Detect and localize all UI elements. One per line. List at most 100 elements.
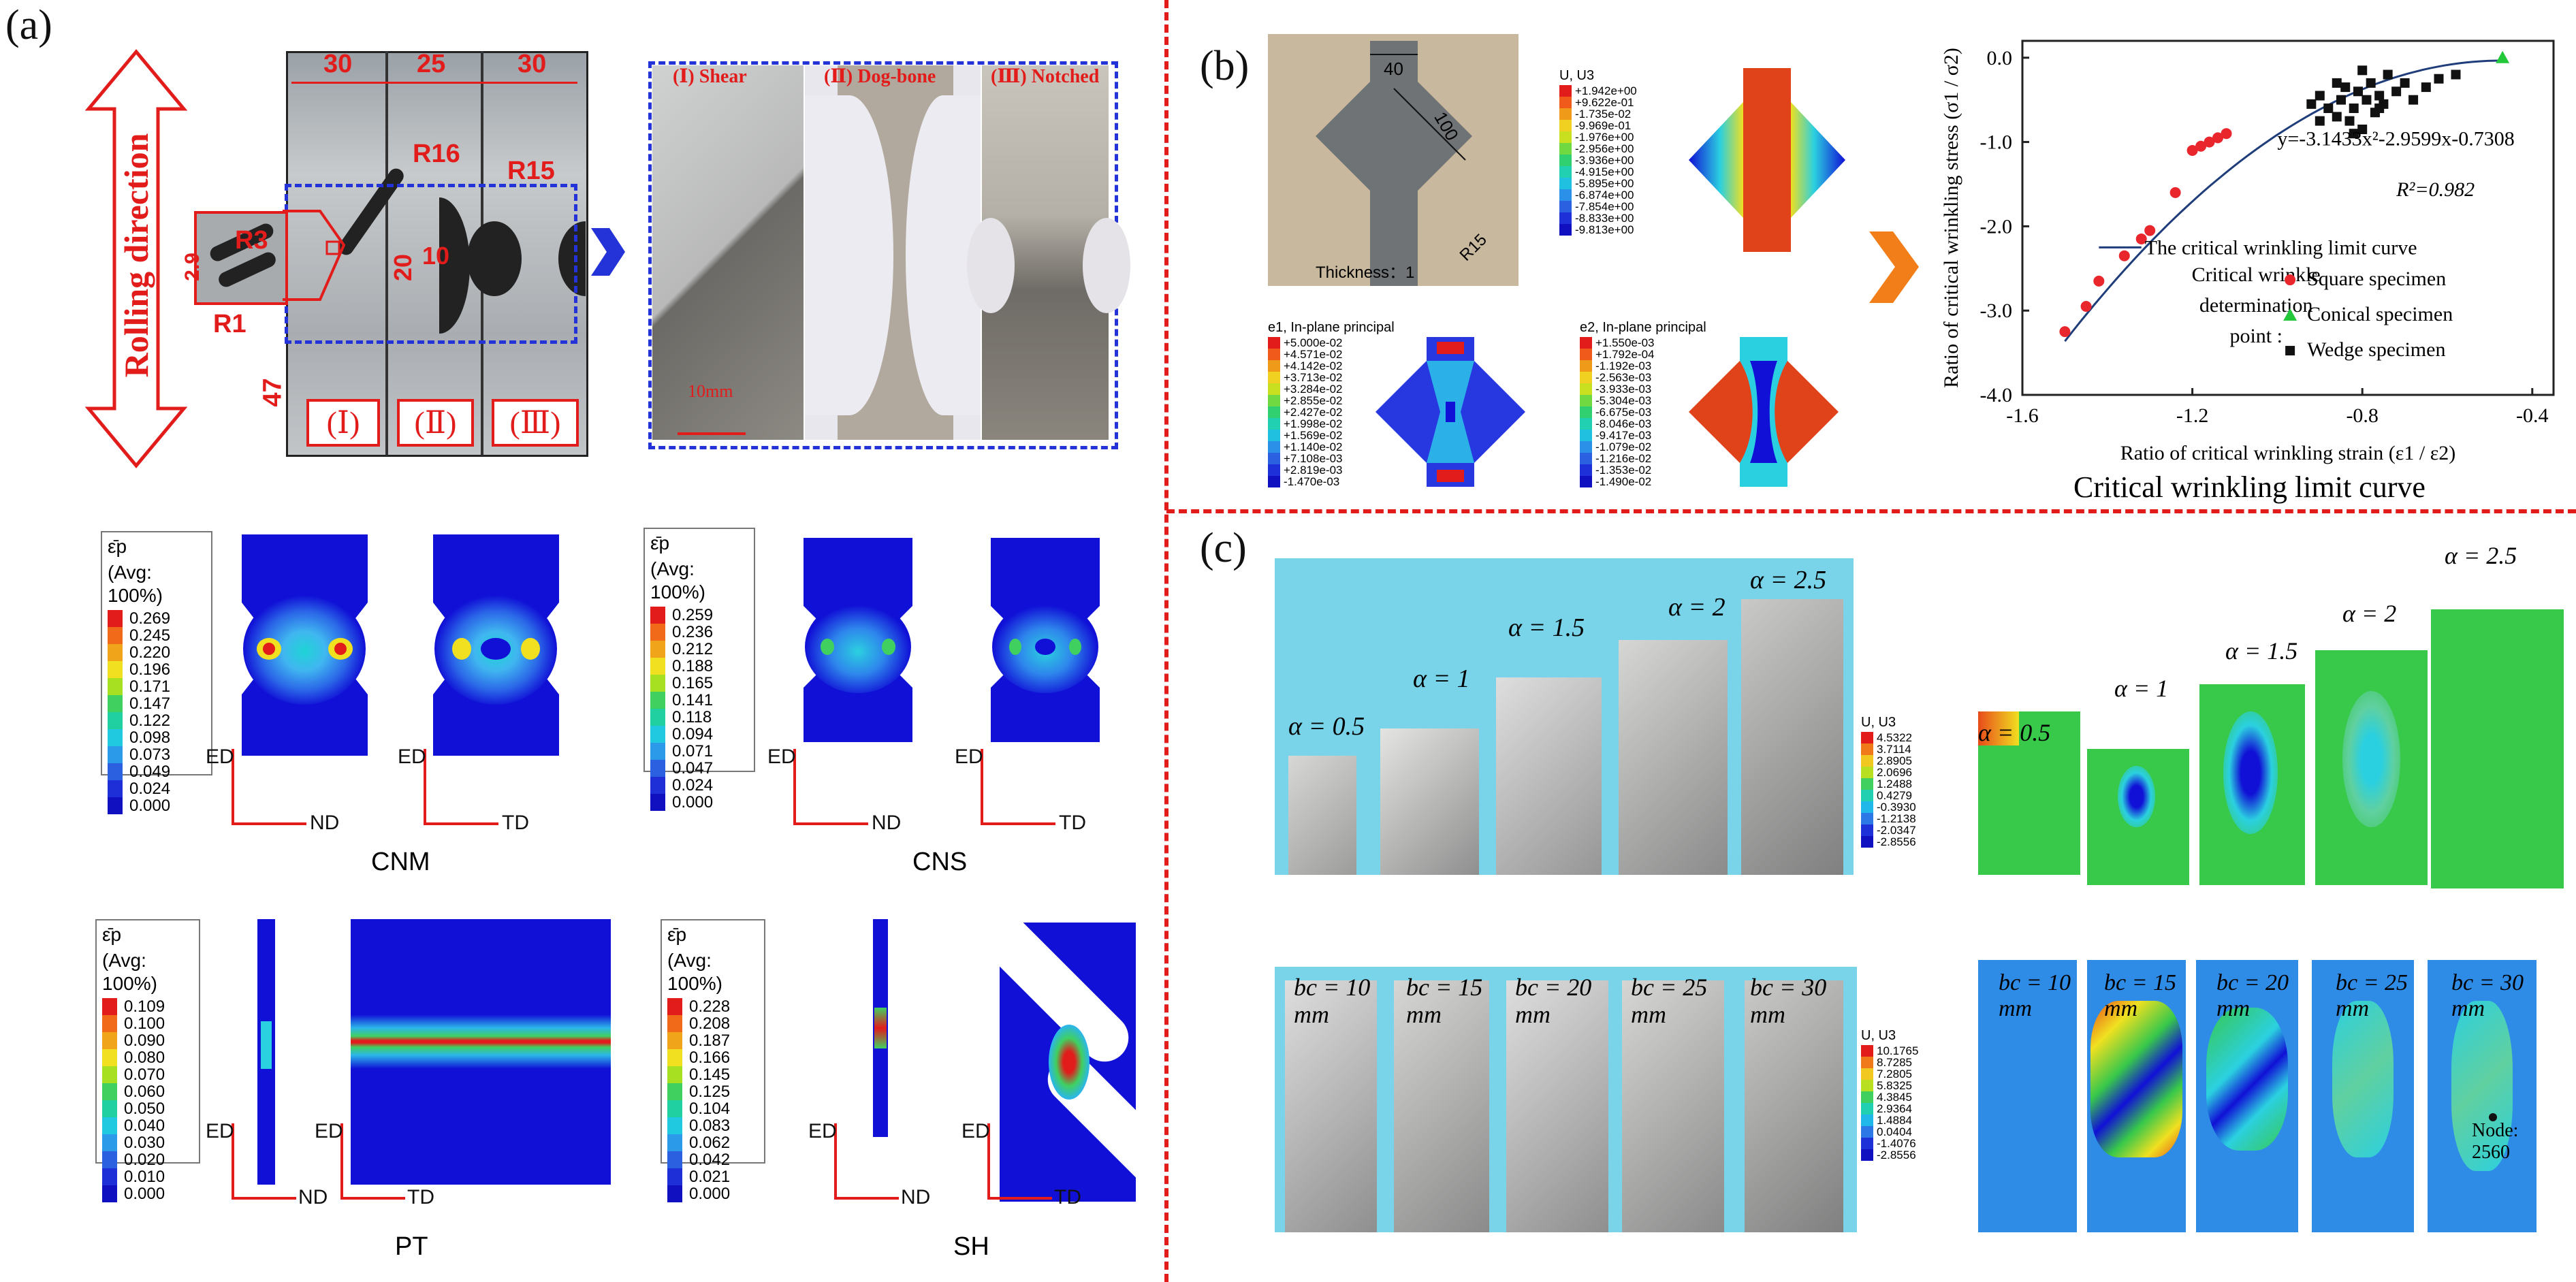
legend-swatch — [1268, 476, 1280, 487]
alpha-label: α = 1 — [1413, 664, 1470, 693]
legend-value: 0.050 — [124, 1099, 165, 1118]
contour-hotspot — [2451, 1001, 2513, 1171]
legend-symbol: ε̄p — [650, 532, 670, 554]
contour-hotspot — [2118, 766, 2155, 827]
legend-value: -2.8556 — [1877, 835, 1916, 848]
legend-swatch — [667, 1015, 682, 1032]
alpha-specimens-photo — [1275, 558, 1854, 875]
legend-row: 0.000 — [645, 793, 754, 812]
contour-hotspot — [2206, 1008, 2288, 1151]
legend-swatch — [1861, 1068, 1873, 1080]
legend-row: -6.874e+00 — [1559, 189, 1637, 202]
legend-entry: Square specimen — [2307, 268, 2446, 290]
data-point-conical-specimen — [2496, 50, 2510, 63]
legend-swatch — [1559, 212, 1572, 224]
legend-swatch — [1861, 1149, 1873, 1161]
x-tick-label: -0.4 — [2516, 404, 2549, 427]
legend-swatch — [1559, 166, 1572, 178]
legend-row: 0.000 — [662, 1185, 764, 1203]
legend-swatch — [1861, 732, 1873, 743]
legend-swatch — [1580, 453, 1592, 464]
axis-label-ed: ED — [206, 746, 234, 768]
fit-curve — [2064, 59, 2503, 342]
legend-swatch — [667, 1185, 682, 1202]
legend-symbol: ε̄p — [108, 536, 127, 557]
legend-row: 0.098 — [102, 728, 211, 747]
alpha-fem-model — [2087, 749, 2189, 885]
legend-row: 0.024 — [645, 776, 754, 795]
legend-swatch — [1580, 383, 1592, 395]
legend-row: -9.969e-01 — [1559, 119, 1637, 132]
legend-swatch — [1861, 813, 1873, 824]
legend-value: -1.4076 — [1877, 1136, 1916, 1150]
legend-swatch — [667, 1083, 682, 1100]
strip-separator — [385, 51, 388, 455]
legend-value: -2.8556 — [1877, 1148, 1916, 1161]
legend-swatch — [1268, 464, 1280, 476]
legend-value: 0.245 — [129, 626, 171, 645]
legend-rows: 0.259 0.236 0.212 0.188 0.165 0.141 0.118 0.094… — [645, 606, 754, 812]
legend-marker — [2285, 274, 2296, 286]
data-point-square-specimen — [2169, 187, 2181, 198]
width-label: 30 — [323, 50, 353, 78]
legend-row: 0.083 — [662, 1117, 764, 1135]
legend-avg: (Avg: 100%) — [108, 562, 163, 606]
axis-triad: ED TD — [955, 746, 1090, 834]
legend-row: 0.171 — [102, 677, 211, 696]
legend-row: +2.427e-02 — [1268, 406, 1343, 419]
legend-swatch — [650, 794, 665, 811]
axis-arrow — [793, 749, 796, 824]
x-axis-label: Ratio of critical wrinkling strain (ε1 /… — [2120, 442, 2456, 464]
data-point-square-specimen — [2187, 144, 2198, 156]
legend-swatch — [102, 1134, 117, 1151]
legend-swatch — [650, 777, 665, 794]
legend-row: 0.100 — [97, 1014, 199, 1033]
legend-value: 0.098 — [129, 728, 171, 747]
legend-swatch — [667, 1134, 682, 1151]
axis-arrow — [232, 1197, 296, 1200]
bc-fem-model — [2428, 960, 2537, 1232]
alpha-fem-label: α = 2 — [2342, 600, 2397, 627]
legend-row: -2.8556 — [1861, 1149, 1918, 1161]
legend-value: 0.047 — [672, 758, 714, 778]
legend-row: -3.936e+00 — [1559, 154, 1637, 167]
legend-swatch — [1268, 441, 1280, 453]
legend-value: +1.942e+00 — [1575, 84, 1637, 97]
legend-row: +1.942e+00 — [1559, 84, 1637, 97]
legend-row: -1.490e-02 — [1580, 475, 1655, 488]
legend-row: 8.7285 — [1861, 1056, 1918, 1069]
scale-bar-label: 10mm — [688, 381, 733, 401]
cns-contour — [991, 538, 1100, 742]
legend-swatch — [667, 1168, 682, 1185]
legend-swatch — [1861, 1045, 1873, 1057]
axis-label-td: TD — [502, 812, 529, 834]
caption-cnm: CNM — [371, 848, 430, 876]
legend-swatch — [1861, 801, 1873, 813]
e2-contour-shape — [1689, 337, 1839, 487]
legend-value: 0.165 — [672, 673, 714, 692]
scale-bar — [678, 432, 746, 435]
bc-fem-label: bc = 30 mm — [2451, 970, 2524, 1021]
legend-value: 0.021 — [689, 1167, 731, 1186]
legend-swatch — [1268, 430, 1280, 441]
data-point-wedge-specimen — [2421, 82, 2431, 93]
legend-row: 2.9364 — [1861, 1102, 1918, 1115]
legend-row: +4.142e-02 — [1268, 359, 1343, 372]
data-point-square-specimen — [2204, 136, 2215, 148]
legend-swatch — [1861, 1057, 1873, 1068]
legend-value: 0.208 — [689, 1014, 731, 1033]
specimen-id: (Ⅰ) — [326, 405, 360, 440]
data-point-wedge-specimen — [2349, 129, 2359, 139]
legend-value: 0.090 — [124, 1031, 165, 1050]
legend-row: 0.122 — [102, 711, 211, 730]
data-point-wedge-specimen — [2336, 95, 2346, 105]
legend-row: -1.353e-02 — [1580, 464, 1655, 477]
legend-value: +1.550e-03 — [1595, 336, 1655, 349]
legend-row: 3.7114 — [1861, 743, 1916, 756]
legend-value: +1.998e-02 — [1284, 417, 1343, 430]
legend-value: 0.020 — [124, 1150, 165, 1169]
legend-value: +9.622e-01 — [1575, 95, 1634, 109]
legend-swatch — [102, 1032, 117, 1049]
legend-swatch — [1861, 836, 1873, 848]
legend-swatch — [1580, 395, 1592, 406]
